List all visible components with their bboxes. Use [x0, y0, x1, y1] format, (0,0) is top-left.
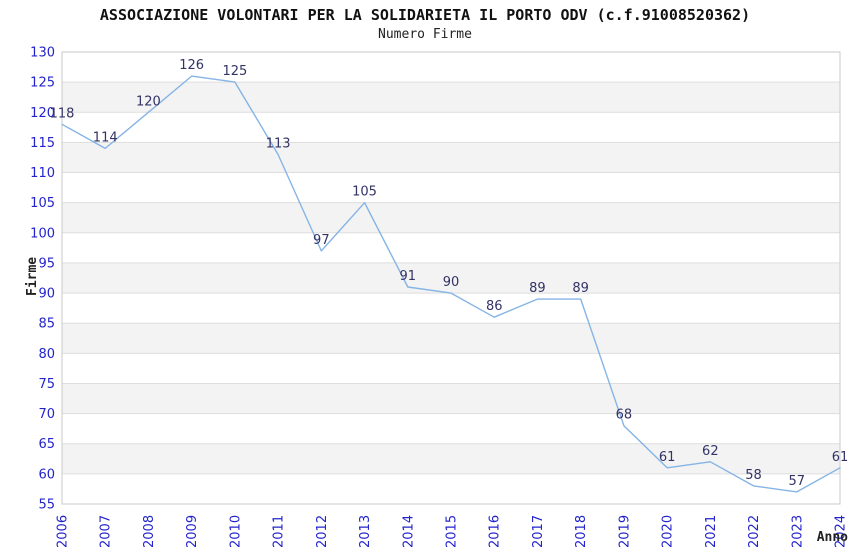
grid-band	[62, 82, 840, 113]
point-label: 68	[616, 408, 633, 423]
y-tick-label: 100	[30, 226, 55, 241]
point-label: 61	[832, 450, 849, 465]
grid-band	[62, 383, 840, 414]
grid-band	[62, 142, 840, 173]
y-tick-label: 70	[38, 407, 55, 422]
grid-band	[62, 202, 840, 233]
y-tick-label: 55	[38, 498, 55, 513]
y-tick-label: 115	[30, 136, 55, 151]
x-tick-label: 2010	[228, 515, 243, 548]
y-tick-label: 75	[38, 377, 55, 392]
y-tick-label: 85	[38, 317, 55, 332]
grid-band	[62, 262, 840, 294]
point-label: 62	[702, 444, 719, 459]
point-label: 114	[93, 130, 118, 145]
x-tick-label: 2024	[834, 515, 849, 548]
x-tick-label: 2020	[661, 515, 676, 548]
x-tick-label: 2017	[531, 515, 546, 548]
x-tick-label: 2012	[315, 515, 330, 548]
point-label: 90	[443, 275, 460, 290]
y-tick-label: 65	[38, 437, 55, 452]
y-tick-label: 125	[30, 76, 55, 91]
grid-band	[62, 443, 840, 474]
y-tick-label: 80	[38, 347, 55, 362]
point-label: 120	[136, 94, 161, 109]
x-tick-label: 2011	[272, 515, 287, 548]
point-label: 57	[789, 474, 806, 489]
x-tick-label: 2019	[617, 515, 632, 548]
y-tick-label: 120	[30, 106, 55, 121]
y-tick-label: 90	[38, 287, 55, 302]
chart-title: ASSOCIAZIONE VOLONTARI PER LA SOLIDARIET…	[99, 6, 751, 24]
x-tick-label: 2007	[99, 515, 114, 548]
point-label: 105	[352, 185, 377, 200]
point-label: 58	[745, 468, 762, 483]
y-tick-label: 60	[38, 467, 55, 482]
x-tick-label: 2021	[704, 515, 719, 548]
point-label: 61	[659, 450, 676, 465]
point-label: 113	[266, 136, 291, 151]
x-axis-title: Anno	[817, 530, 848, 545]
plot-area-border	[61, 51, 841, 505]
data-line	[61, 75, 841, 493]
point-label: 126	[179, 58, 204, 73]
x-tick-label: 2008	[142, 515, 157, 548]
x-tick-label: 2023	[790, 515, 805, 548]
x-tick-label: 2013	[358, 515, 373, 548]
x-tick-label: 2014	[401, 515, 416, 548]
x-tick-label: 2006	[56, 515, 71, 548]
grid-band	[62, 323, 840, 354]
x-tick-label: 2016	[488, 515, 503, 548]
x-tick-label: 2015	[445, 515, 460, 548]
y-tick-label: 130	[30, 46, 55, 61]
point-label: 89	[529, 281, 546, 296]
point-label: 125	[222, 64, 247, 79]
y-tick-label: 110	[30, 166, 55, 181]
point-label: 97	[313, 233, 330, 248]
chart-subtitle: Numero Firme	[378, 27, 472, 42]
point-label: 89	[572, 281, 589, 296]
point-label: 91	[400, 269, 417, 284]
point-label: 86	[486, 299, 503, 314]
y-axis-title: Firme	[25, 257, 40, 296]
y-tick-label: 105	[30, 196, 55, 211]
x-tick-label: 2018	[574, 515, 589, 548]
point-label: 118	[50, 106, 75, 121]
x-tick-label: 2009	[185, 515, 200, 548]
y-tick-label: 95	[38, 256, 55, 271]
x-tick-label: 2022	[747, 515, 762, 548]
